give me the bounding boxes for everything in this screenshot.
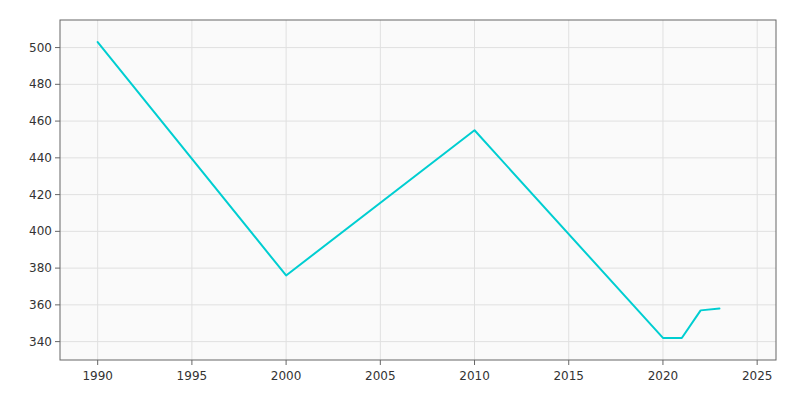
y-grid-line bbox=[60, 231, 776, 232]
chart-container: 340 360 380 400 420 440 460 480 500 1990 1995 2000 2… bbox=[0, 0, 800, 400]
x-grid-line bbox=[97, 20, 98, 360]
x-grid-line bbox=[286, 20, 287, 360]
y-grid-line bbox=[60, 121, 776, 122]
y-tick-label: 460 bbox=[29, 114, 52, 128]
plot-frame bbox=[60, 20, 776, 360]
y-grid-line bbox=[60, 341, 776, 342]
x-tick-label: 2000 bbox=[271, 369, 302, 383]
y-tick bbox=[55, 121, 60, 122]
x-tick bbox=[97, 360, 98, 365]
y-tick bbox=[55, 157, 60, 158]
x-grid-line bbox=[568, 20, 569, 360]
x-tick bbox=[380, 360, 381, 365]
x-grid-line bbox=[662, 20, 663, 360]
y-tick bbox=[55, 84, 60, 85]
y-grid-line bbox=[60, 157, 776, 158]
x-tick bbox=[191, 360, 192, 365]
x-grid-line bbox=[757, 20, 758, 360]
plot-background bbox=[60, 20, 776, 360]
x-tick bbox=[286, 360, 287, 365]
grid bbox=[60, 20, 776, 360]
y-tick bbox=[55, 47, 60, 48]
y-tick-label: 340 bbox=[29, 335, 52, 349]
axes: 340 360 380 400 420 440 460 480 500 1990 1995 2000 2… bbox=[29, 20, 776, 383]
y-tick bbox=[55, 194, 60, 195]
y-grid-line bbox=[60, 304, 776, 305]
y-tick-label: 360 bbox=[29, 298, 52, 312]
x-tick bbox=[662, 360, 663, 365]
x-grid-line bbox=[474, 20, 475, 360]
y-tick-label: 400 bbox=[29, 224, 52, 238]
x-tick bbox=[474, 360, 475, 365]
x-tick bbox=[568, 360, 569, 365]
y-grid-line bbox=[60, 194, 776, 195]
y-tick bbox=[55, 231, 60, 232]
y-tick-label: 480 bbox=[29, 77, 52, 91]
x-tick bbox=[757, 360, 758, 365]
y-tick-label: 380 bbox=[29, 261, 52, 275]
y-grid-line bbox=[60, 47, 776, 48]
x-tick-label: 1995 bbox=[177, 369, 208, 383]
x-grid-line bbox=[191, 20, 192, 360]
x-tick-label: 2015 bbox=[553, 369, 584, 383]
y-tick-label: 420 bbox=[29, 188, 52, 202]
x-tick-label: 1990 bbox=[82, 369, 113, 383]
x-tick-label: 2020 bbox=[648, 369, 679, 383]
y-tick bbox=[55, 268, 60, 269]
y-grid-line bbox=[60, 268, 776, 269]
series bbox=[98, 42, 720, 338]
y-tick bbox=[55, 341, 60, 342]
line bbox=[98, 42, 720, 338]
x-grid-line bbox=[380, 20, 381, 360]
x-tick-label: 2005 bbox=[365, 369, 396, 383]
x-tick-label: 2025 bbox=[742, 369, 773, 383]
x-tick-label: 2010 bbox=[459, 369, 490, 383]
y-tick-label: 500 bbox=[29, 41, 52, 55]
y-grid-line bbox=[60, 84, 776, 85]
y-tick-label: 440 bbox=[29, 151, 52, 165]
y-tick bbox=[55, 304, 60, 305]
chart-svg: 340 360 380 400 420 440 460 480 500 1990 1995 2000 2… bbox=[0, 0, 800, 400]
